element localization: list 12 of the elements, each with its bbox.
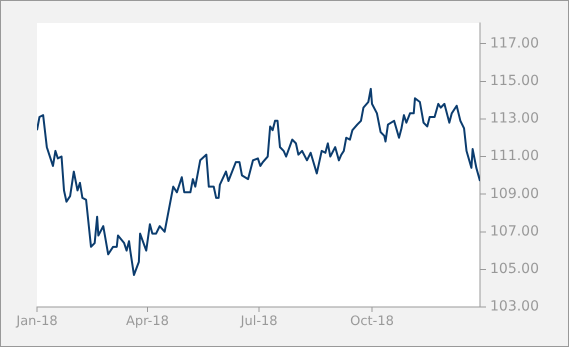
x-tick-label: Apr-18 (126, 314, 169, 330)
y-tick-label: 113.00 (490, 110, 539, 127)
x-tick-label: Jan-18 (15, 314, 58, 330)
y-tick-label: 111.00 (490, 148, 539, 164)
x-tick-label: Oct-18 (350, 314, 394, 330)
y-tick-label: 115.00 (490, 72, 539, 89)
y-tick-label: 103.00 (490, 298, 539, 315)
y-tick-label: 117.00 (490, 35, 539, 52)
y-tick-label: 105.00 (490, 261, 539, 278)
x-tick-label: Jul-18 (240, 314, 278, 330)
y-tick-label: 107.00 (490, 223, 539, 240)
y-tick-label: 109.00 (490, 186, 539, 202)
